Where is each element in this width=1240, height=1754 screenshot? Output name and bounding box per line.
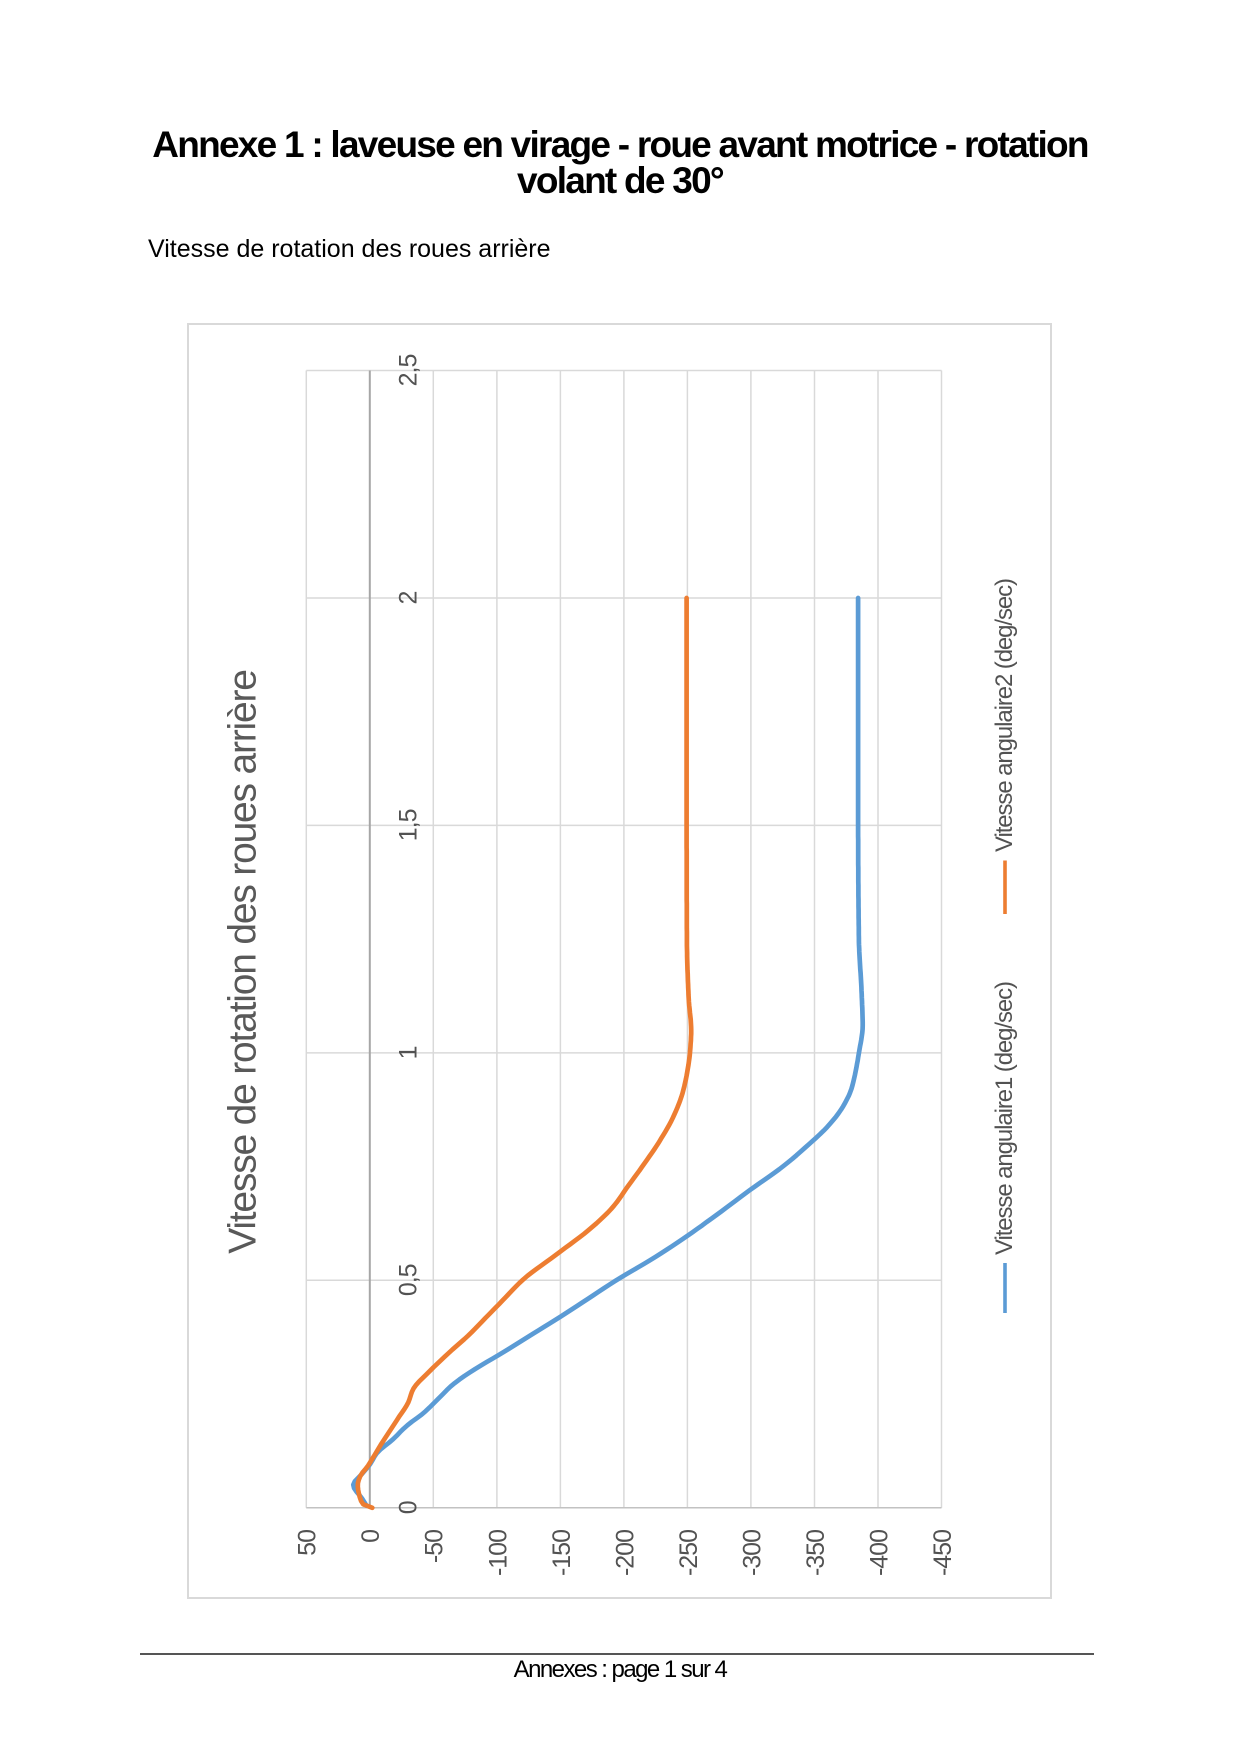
svg-text:-50: -50 [421,1530,449,1563]
svg-text:1,5: 1,5 [395,809,423,841]
svg-text:Vitesse de rotation des roues: Vitesse de rotation des roues arrière [221,670,264,1254]
svg-text:0,5: 0,5 [395,1264,423,1296]
svg-text:2,5: 2,5 [395,355,423,387]
svg-text:1: 1 [395,1046,423,1059]
svg-text:Vitesse angulaire1 (deg/sec): Vitesse angulaire1 (deg/sec) [991,982,1018,1255]
svg-text:-200: -200 [611,1530,639,1576]
svg-text:0: 0 [395,1501,423,1514]
svg-text:2: 2 [395,591,423,604]
svg-text:Vitesse angulaire2 (deg/sec): Vitesse angulaire2 (deg/sec) [991,579,1018,852]
svg-text:-300: -300 [738,1530,766,1576]
svg-text:0: 0 [357,1530,385,1543]
svg-text:-350: -350 [802,1530,830,1576]
svg-text:50: 50 [294,1530,322,1556]
svg-text:-450: -450 [929,1530,957,1576]
svg-text:-100: -100 [484,1530,512,1576]
svg-text:-400: -400 [865,1530,893,1576]
svg-text:-250: -250 [675,1530,703,1576]
svg-text:-150: -150 [548,1530,576,1576]
